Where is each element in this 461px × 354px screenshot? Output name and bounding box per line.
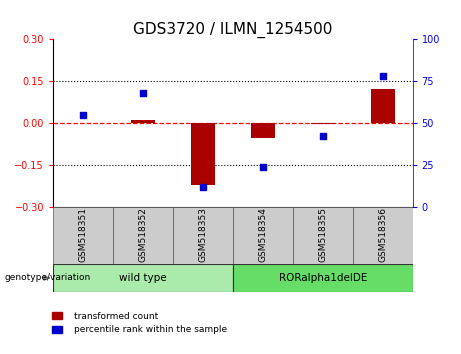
Point [139,90,147,96]
Text: GSM518355: GSM518355 [318,207,327,262]
Bar [353,207,413,264]
Bar [233,264,413,292]
Bar [311,123,335,124]
Text: GSM518351: GSM518351 [78,207,88,262]
Text: percentile rank within the sample: percentile rank within the sample [74,325,227,335]
Bar [131,120,155,123]
Text: GSM518354: GSM518354 [258,207,267,262]
Bar [52,326,62,333]
Bar [293,207,353,264]
Bar [191,123,215,185]
Text: GSM518356: GSM518356 [378,207,387,262]
Text: RORalpha1delDE: RORalpha1delDE [278,273,367,283]
Bar [233,207,293,264]
Bar [52,312,62,319]
Point [79,112,87,118]
Text: wild type: wild type [119,273,167,283]
Bar [53,264,233,292]
Text: transformed count: transformed count [74,312,158,321]
Title: GDS3720 / ILMN_1254500: GDS3720 / ILMN_1254500 [133,21,332,38]
Point [319,133,326,139]
Bar [173,207,233,264]
Point [379,73,386,79]
Point [259,164,266,170]
Bar [251,123,275,138]
Text: genotype/variation: genotype/variation [5,273,91,282]
Text: GSM518352: GSM518352 [138,207,148,262]
Bar [53,207,113,264]
Point [199,184,207,190]
Bar [371,89,395,123]
Text: GSM518353: GSM518353 [198,207,207,262]
Bar [113,207,173,264]
